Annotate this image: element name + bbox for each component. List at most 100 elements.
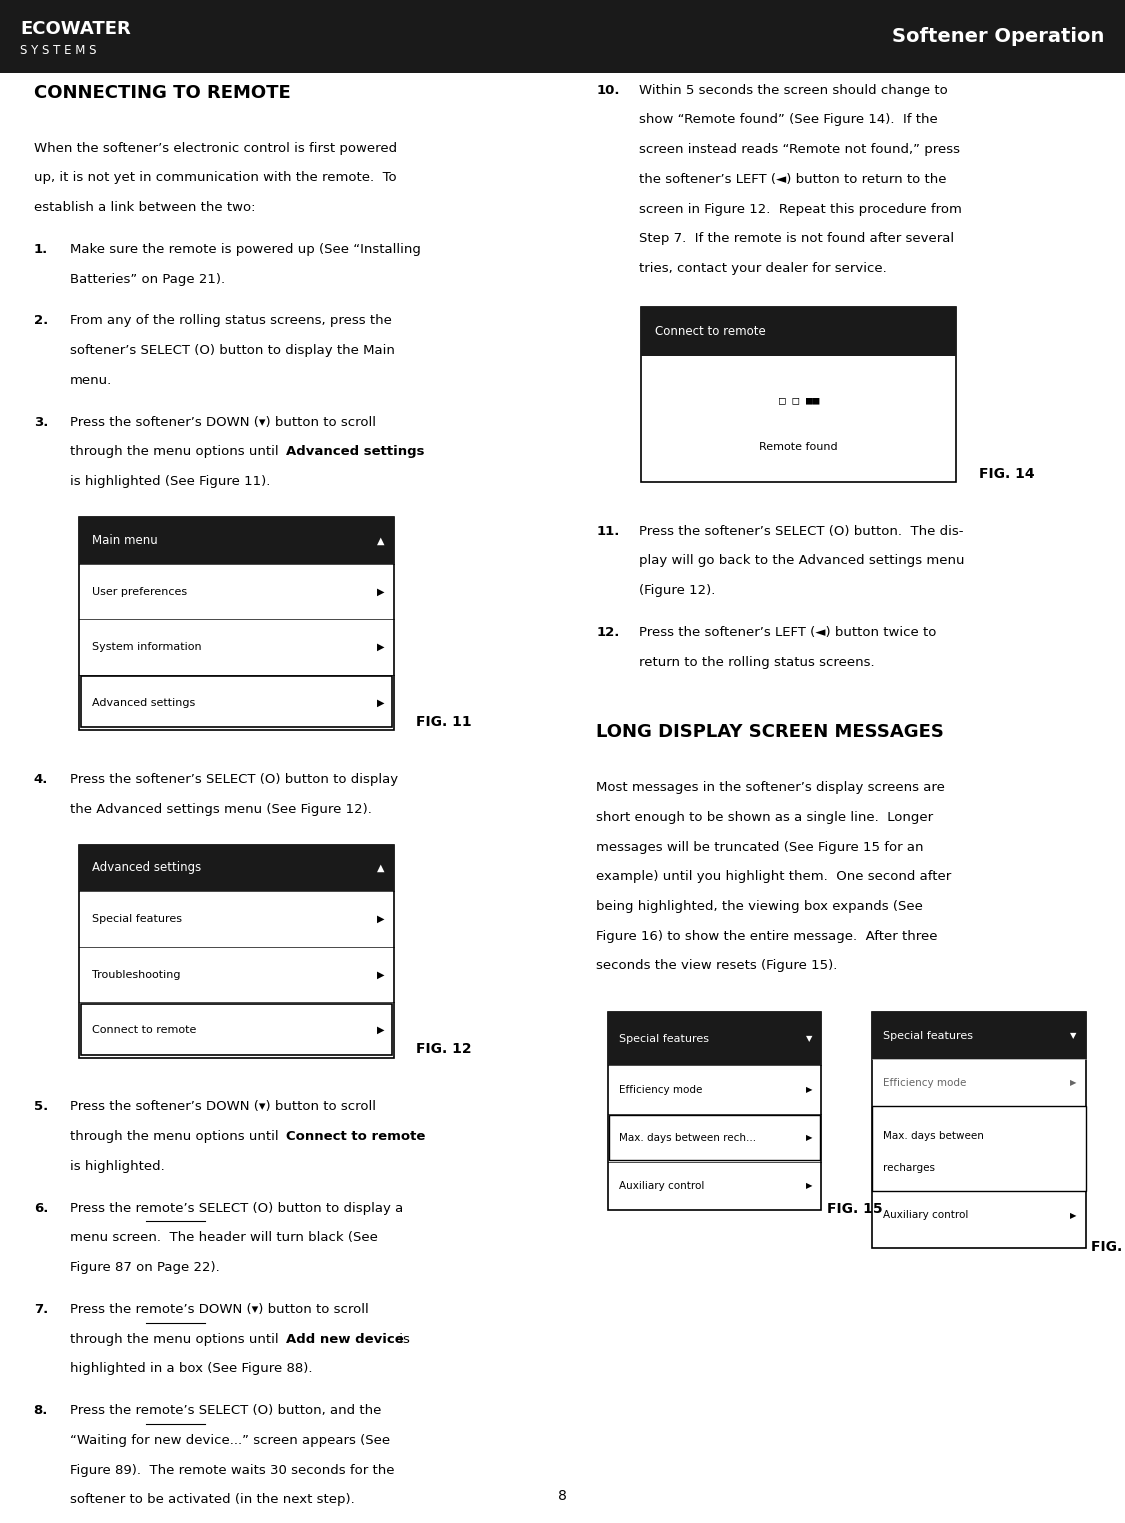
- Text: screen instead reads “Remote not found,” press: screen instead reads “Remote not found,”…: [639, 143, 960, 157]
- Text: □ □ ■■: □ □ ■■: [778, 394, 819, 405]
- Text: Step 7.  If the remote is not found after several: Step 7. If the remote is not found after…: [639, 231, 954, 245]
- FancyBboxPatch shape: [608, 1011, 821, 1209]
- Text: through the menu options until: through the menu options until: [70, 1333, 282, 1346]
- Text: the softener’s LEFT (◄) button to return to the: the softener’s LEFT (◄) button to return…: [639, 174, 946, 186]
- Text: softener to be activated (in the next step).: softener to be activated (in the next st…: [70, 1493, 354, 1506]
- Text: Advanced settings: Advanced settings: [92, 698, 196, 708]
- Text: Special features: Special features: [92, 914, 182, 924]
- FancyBboxPatch shape: [79, 844, 394, 1057]
- Text: ▶: ▶: [377, 970, 385, 979]
- Text: messages will be truncated (See Figure 15 for an: messages will be truncated (See Figure 1…: [596, 841, 924, 854]
- Text: menu screen.  The header will turn black (See: menu screen. The header will turn black …: [70, 1231, 378, 1244]
- Text: Connect to remote: Connect to remote: [286, 1130, 425, 1144]
- Text: softener’s SELECT (O) button to display the Main: softener’s SELECT (O) button to display …: [70, 344, 395, 358]
- Text: example) until you highlight them.  One second after: example) until you highlight them. One s…: [596, 870, 952, 883]
- Text: Within 5 seconds the screen should change to: Within 5 seconds the screen should chang…: [639, 84, 947, 97]
- Text: screen in Figure 12.  Repeat this procedure from: screen in Figure 12. Repeat this procedu…: [639, 203, 962, 216]
- Text: Press the softener’s SELECT (O) button to display: Press the softener’s SELECT (O) button t…: [70, 772, 398, 786]
- Bar: [641, 306, 956, 356]
- Text: Troubleshooting: Troubleshooting: [92, 970, 181, 979]
- FancyBboxPatch shape: [641, 306, 956, 481]
- Text: ECOWATER: ECOWATER: [20, 20, 130, 38]
- Text: 8.: 8.: [34, 1404, 48, 1418]
- Text: Press the softener’s DOWN (▾) button to scroll: Press the softener’s DOWN (▾) button to …: [70, 1100, 376, 1113]
- Text: Max. days between rech...: Max. days between rech...: [619, 1133, 756, 1142]
- Text: recharges: recharges: [883, 1162, 935, 1173]
- Text: Connect to remote: Connect to remote: [92, 1025, 197, 1036]
- Text: 3.: 3.: [34, 416, 48, 429]
- Text: short enough to be shown as a single line.  Longer: short enough to be shown as a single lin…: [596, 810, 934, 824]
- Text: Press the softener’s DOWN (▾) button to scroll: Press the softener’s DOWN (▾) button to …: [70, 416, 376, 429]
- Bar: [81, 1004, 391, 1054]
- Text: is highlighted.: is highlighted.: [70, 1159, 164, 1173]
- Text: menu.: menu.: [70, 373, 112, 387]
- Text: System information: System information: [92, 643, 201, 652]
- Text: ▶: ▶: [806, 1084, 812, 1094]
- Text: Advanced settings: Advanced settings: [92, 862, 201, 874]
- Text: the Advanced settings menu (See Figure 12).: the Advanced settings menu (See Figure 1…: [70, 803, 371, 816]
- Text: Press the remote’s SELECT (O) button to display a: Press the remote’s SELECT (O) button to …: [70, 1202, 403, 1215]
- Text: through the menu options until: through the menu options until: [70, 1130, 282, 1144]
- Bar: [79, 516, 394, 564]
- Text: ▶: ▶: [377, 914, 385, 924]
- Text: Main menu: Main menu: [92, 535, 158, 547]
- Text: CONNECTING TO REMOTE: CONNECTING TO REMOTE: [34, 84, 290, 102]
- Text: 6.: 6.: [34, 1202, 48, 1215]
- Text: 10.: 10.: [596, 84, 620, 97]
- Text: Most messages in the softener’s display screens are: Most messages in the softener’s display …: [596, 781, 945, 795]
- Text: Advanced settings: Advanced settings: [286, 445, 424, 458]
- Text: ▲: ▲: [377, 864, 385, 873]
- Text: When the softener’s electronic control is first powered: When the softener’s electronic control i…: [34, 142, 397, 155]
- Text: 11.: 11.: [596, 524, 620, 538]
- Text: show “Remote found” (See Figure 14).  If the: show “Remote found” (See Figure 14). If …: [639, 114, 938, 126]
- Text: ▼: ▼: [806, 1034, 812, 1043]
- Text: 8: 8: [558, 1488, 567, 1503]
- Bar: [81, 676, 391, 726]
- Text: Softener Operation: Softener Operation: [892, 27, 1105, 46]
- Text: Batteries” on Page 21).: Batteries” on Page 21).: [70, 273, 225, 286]
- Text: through the menu options until: through the menu options until: [70, 445, 282, 458]
- Text: From any of the rolling status screens, press the: From any of the rolling status screens, …: [70, 315, 392, 327]
- Text: “Waiting for new device...” screen appears (See: “Waiting for new device...” screen appea…: [70, 1433, 390, 1447]
- Text: ▶: ▶: [377, 698, 385, 708]
- Text: is highlighted (See Figure 11).: is highlighted (See Figure 11).: [70, 475, 270, 489]
- FancyBboxPatch shape: [79, 516, 394, 730]
- Text: Connect to remote: Connect to remote: [655, 324, 765, 338]
- Text: play will go back to the Advanced settings menu: play will go back to the Advanced settin…: [639, 554, 964, 568]
- Text: 7.: 7.: [34, 1302, 48, 1316]
- Text: S Y S T E M S: S Y S T E M S: [20, 44, 97, 56]
- Text: FIG. 16: FIG. 16: [1091, 1240, 1125, 1255]
- Text: Press the remote’s DOWN (▾) button to scroll: Press the remote’s DOWN (▾) button to sc…: [70, 1302, 369, 1316]
- Text: being highlighted, the viewing box expands (See: being highlighted, the viewing box expan…: [596, 900, 924, 914]
- Bar: [0, 0, 1125, 73]
- Text: Efficiency mode: Efficiency mode: [883, 1078, 966, 1087]
- Text: Press the remote’s SELECT (O) button, and the: Press the remote’s SELECT (O) button, an…: [70, 1404, 381, 1418]
- Text: FIG. 14: FIG. 14: [979, 466, 1034, 481]
- Text: 12.: 12.: [596, 626, 620, 640]
- Text: FIG. 12: FIG. 12: [416, 1042, 471, 1057]
- Text: highlighted in a box (See Figure 88).: highlighted in a box (See Figure 88).: [70, 1362, 313, 1375]
- Text: Max. days between: Max. days between: [883, 1132, 984, 1141]
- Text: 1.: 1.: [34, 244, 48, 256]
- Text: LONG DISPLAY SCREEN MESSAGES: LONG DISPLAY SCREEN MESSAGES: [596, 723, 944, 742]
- Text: 4.: 4.: [34, 772, 48, 786]
- Text: FIG. 11: FIG. 11: [416, 714, 471, 730]
- Text: tries, contact your dealer for service.: tries, contact your dealer for service.: [639, 262, 886, 276]
- Text: (Figure 12).: (Figure 12).: [639, 583, 716, 597]
- Text: FIG. 15: FIG. 15: [827, 1202, 882, 1217]
- Text: 2.: 2.: [34, 315, 48, 327]
- Bar: [872, 1011, 1086, 1058]
- Text: Auxiliary control: Auxiliary control: [619, 1180, 704, 1191]
- Text: seconds the view resets (Figure 15).: seconds the view resets (Figure 15).: [596, 959, 838, 973]
- Text: Auxiliary control: Auxiliary control: [883, 1211, 969, 1220]
- Bar: [872, 1106, 1086, 1191]
- Text: ▶: ▶: [377, 586, 385, 597]
- Text: User preferences: User preferences: [92, 586, 188, 597]
- Text: 5.: 5.: [34, 1100, 48, 1113]
- Text: ▶: ▶: [1070, 1211, 1077, 1220]
- FancyBboxPatch shape: [872, 1011, 1086, 1247]
- Text: ▶: ▶: [806, 1182, 812, 1191]
- Text: Press the softener’s SELECT (O) button.  The dis-: Press the softener’s SELECT (O) button. …: [639, 524, 963, 538]
- Text: up, it is not yet in communication with the remote.  To: up, it is not yet in communication with …: [34, 172, 396, 184]
- Text: Special features: Special features: [619, 1034, 709, 1043]
